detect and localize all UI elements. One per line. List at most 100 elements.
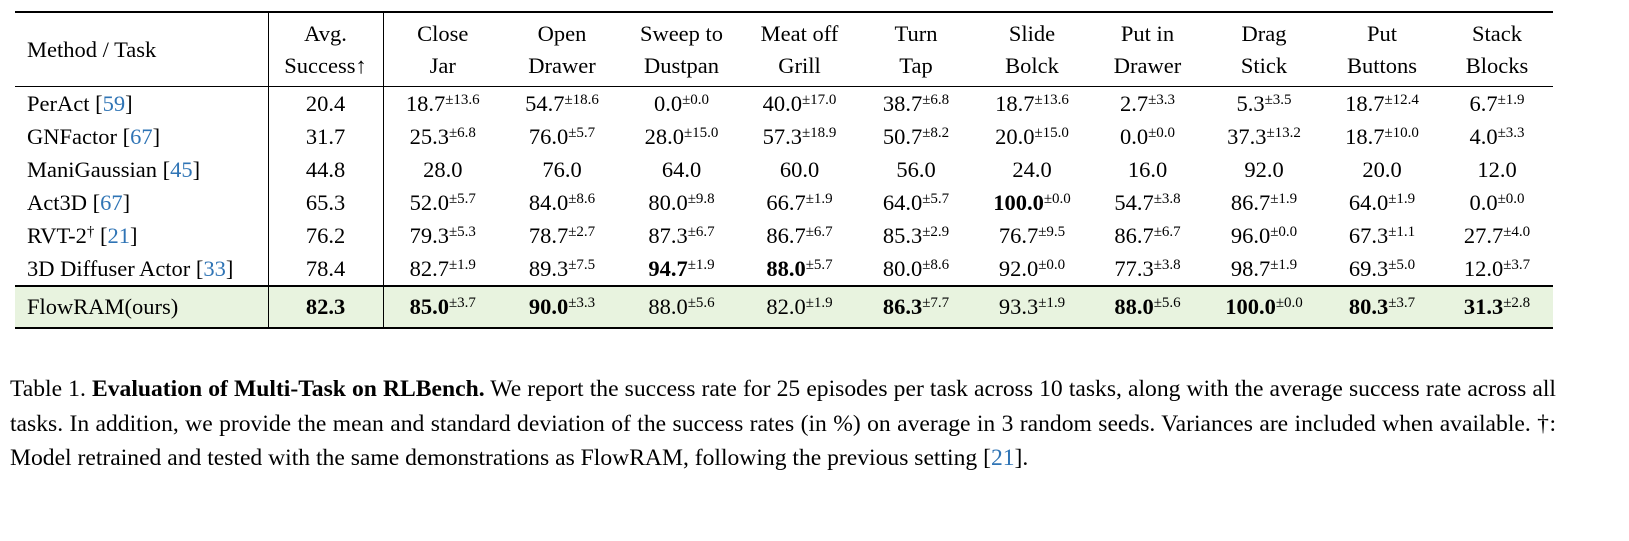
task-cell: 28.0±15.0 (622, 120, 741, 153)
header-text: Stack (1472, 20, 1522, 46)
task-cell: 52.0±5.7 (383, 186, 502, 219)
value: 76.0 (542, 156, 582, 182)
text: Act3D [ (27, 189, 101, 215)
task-cell: 24.0 (974, 153, 1090, 186)
std: ±5.7 (568, 124, 596, 141)
caption: Table 1. Evaluation of Multi-Task on RLB… (10, 372, 1556, 476)
text: ] (122, 189, 131, 215)
text: ManiGaussian [ (27, 156, 171, 182)
text: ] (130, 222, 138, 248)
std: ±1.9 (805, 295, 833, 311)
task-cell: 86.7±1.9 (1205, 186, 1323, 219)
value: 78.7 (528, 222, 569, 248)
text: ] (125, 90, 133, 116)
std: ±4.0 (1503, 223, 1531, 240)
text: We report the success rate for 25 episod… (10, 376, 1556, 471)
std: ±5.7 (805, 256, 833, 273)
table-row: ManiGaussian [45] 44.8 28.0 76.0 64.0 60.0 56.… (15, 153, 1553, 186)
task-cell: 38.7±6.8 (858, 87, 974, 121)
avg-cell: 65.3 (268, 186, 384, 219)
task-cell: 84.0±8.6 (502, 186, 622, 219)
task-cell: 18.7±10.0 (1323, 120, 1441, 153)
task-cell: 85.0±3.7 (383, 286, 502, 328)
task-cell: 100.0±0.0 (1205, 286, 1323, 328)
std: ±15.0 (683, 124, 719, 141)
header-cell: Stack Blocks (1441, 12, 1553, 87)
task-cell: 79.3±5.3 (383, 219, 502, 252)
std: ±3.7 (1388, 295, 1416, 311)
task-cell: 4.0±3.3 (1441, 120, 1553, 153)
header-text: Stick (1240, 52, 1288, 78)
value: 78.4 (305, 255, 346, 281)
avg-cell: 20.4 (268, 86, 384, 120)
value: 0.0 (653, 90, 683, 116)
value: 80.0 (648, 189, 688, 215)
value: 64.0 (882, 189, 923, 215)
value: 88.0 (766, 255, 806, 281)
value: 67.3 (1348, 222, 1389, 248)
value: 85.3 (882, 222, 923, 248)
avg-cell: 82.3 (268, 286, 384, 328)
citation: 45 (170, 156, 193, 182)
value: 18.7 (995, 90, 1035, 116)
std: ±1.9 (1270, 190, 1298, 207)
header-text: Drag (1241, 20, 1287, 46)
value: 27.7 (1463, 222, 1504, 248)
std: ±1.9 (805, 190, 833, 207)
std: ±6.7 (805, 223, 833, 240)
value: 86.7 (1114, 222, 1154, 248)
citation: 33 (203, 255, 226, 281)
task-cell: 86.7±6.7 (741, 219, 858, 252)
task-cell: 37.3±13.2 (1205, 120, 1323, 153)
header-text: Grill (778, 52, 821, 78)
value: 6.7 (1469, 90, 1498, 116)
value: 80.3 (1348, 294, 1389, 319)
std: ±1.1 (1388, 223, 1416, 240)
value: 100.0 (1225, 294, 1276, 319)
task-cell: 82.0±1.9 (741, 286, 858, 328)
value: 50.7 (882, 123, 923, 149)
value: 57.3 (762, 123, 802, 149)
task-cell: 69.3±5.0 (1323, 252, 1441, 286)
std: ±0.0 (1270, 223, 1298, 240)
header-cell: Avg. Success↑ (268, 12, 384, 87)
value: 76.2 (305, 222, 346, 248)
text: GNFactor [ (27, 123, 131, 149)
header-text: Success↑ (284, 52, 367, 78)
std: ±9.8 (687, 190, 715, 207)
value: 0.0 (1119, 123, 1149, 149)
value: 96.0 (1230, 222, 1271, 248)
value: 80.0 (882, 255, 923, 281)
task-cell: 18.7±12.4 (1323, 87, 1441, 121)
value: 88.0 (648, 294, 688, 319)
task-cell: 76.7±9.5 (974, 219, 1090, 252)
std: ±5.6 (687, 295, 715, 311)
task-cell: 56.0 (858, 153, 974, 186)
task-cell: 67.3±1.1 (1323, 219, 1441, 252)
std: ±17.0 (801, 91, 837, 108)
citation: 21 (107, 222, 131, 248)
std: ±5.6 (1153, 295, 1181, 311)
method-cell: RVT-2† [21] (15, 219, 269, 252)
value: 79.3 (409, 222, 449, 248)
header-text: Sweep to (639, 20, 724, 46)
task-cell: 86.7±6.7 (1090, 219, 1205, 252)
task-cell: 96.0±0.0 (1205, 219, 1323, 252)
std: ±3.8 (1153, 256, 1181, 273)
task-cell: 80.3±3.7 (1323, 286, 1441, 328)
value: 87.3 (648, 222, 688, 248)
std: ±0.0 (1038, 256, 1066, 273)
header-cell: Put in Drawer (1090, 12, 1205, 87)
value: 90.0 (528, 294, 569, 319)
value: 31.3 (1463, 294, 1504, 319)
task-cell: 86.3±7.7 (858, 286, 974, 328)
std: ±8.6 (922, 256, 950, 273)
header-cell: Open Drawer (502, 12, 622, 87)
std: ±8.2 (922, 124, 950, 141)
text: PerAct [ (27, 90, 103, 116)
task-cell: 80.0±8.6 (858, 252, 974, 286)
header-text: Slide (1008, 20, 1056, 46)
value: 94.7 (648, 255, 688, 281)
value: 31.7 (305, 123, 346, 149)
header-row: Method / Task Avg. Success↑ Close Jar Open Dra… (15, 12, 1553, 87)
